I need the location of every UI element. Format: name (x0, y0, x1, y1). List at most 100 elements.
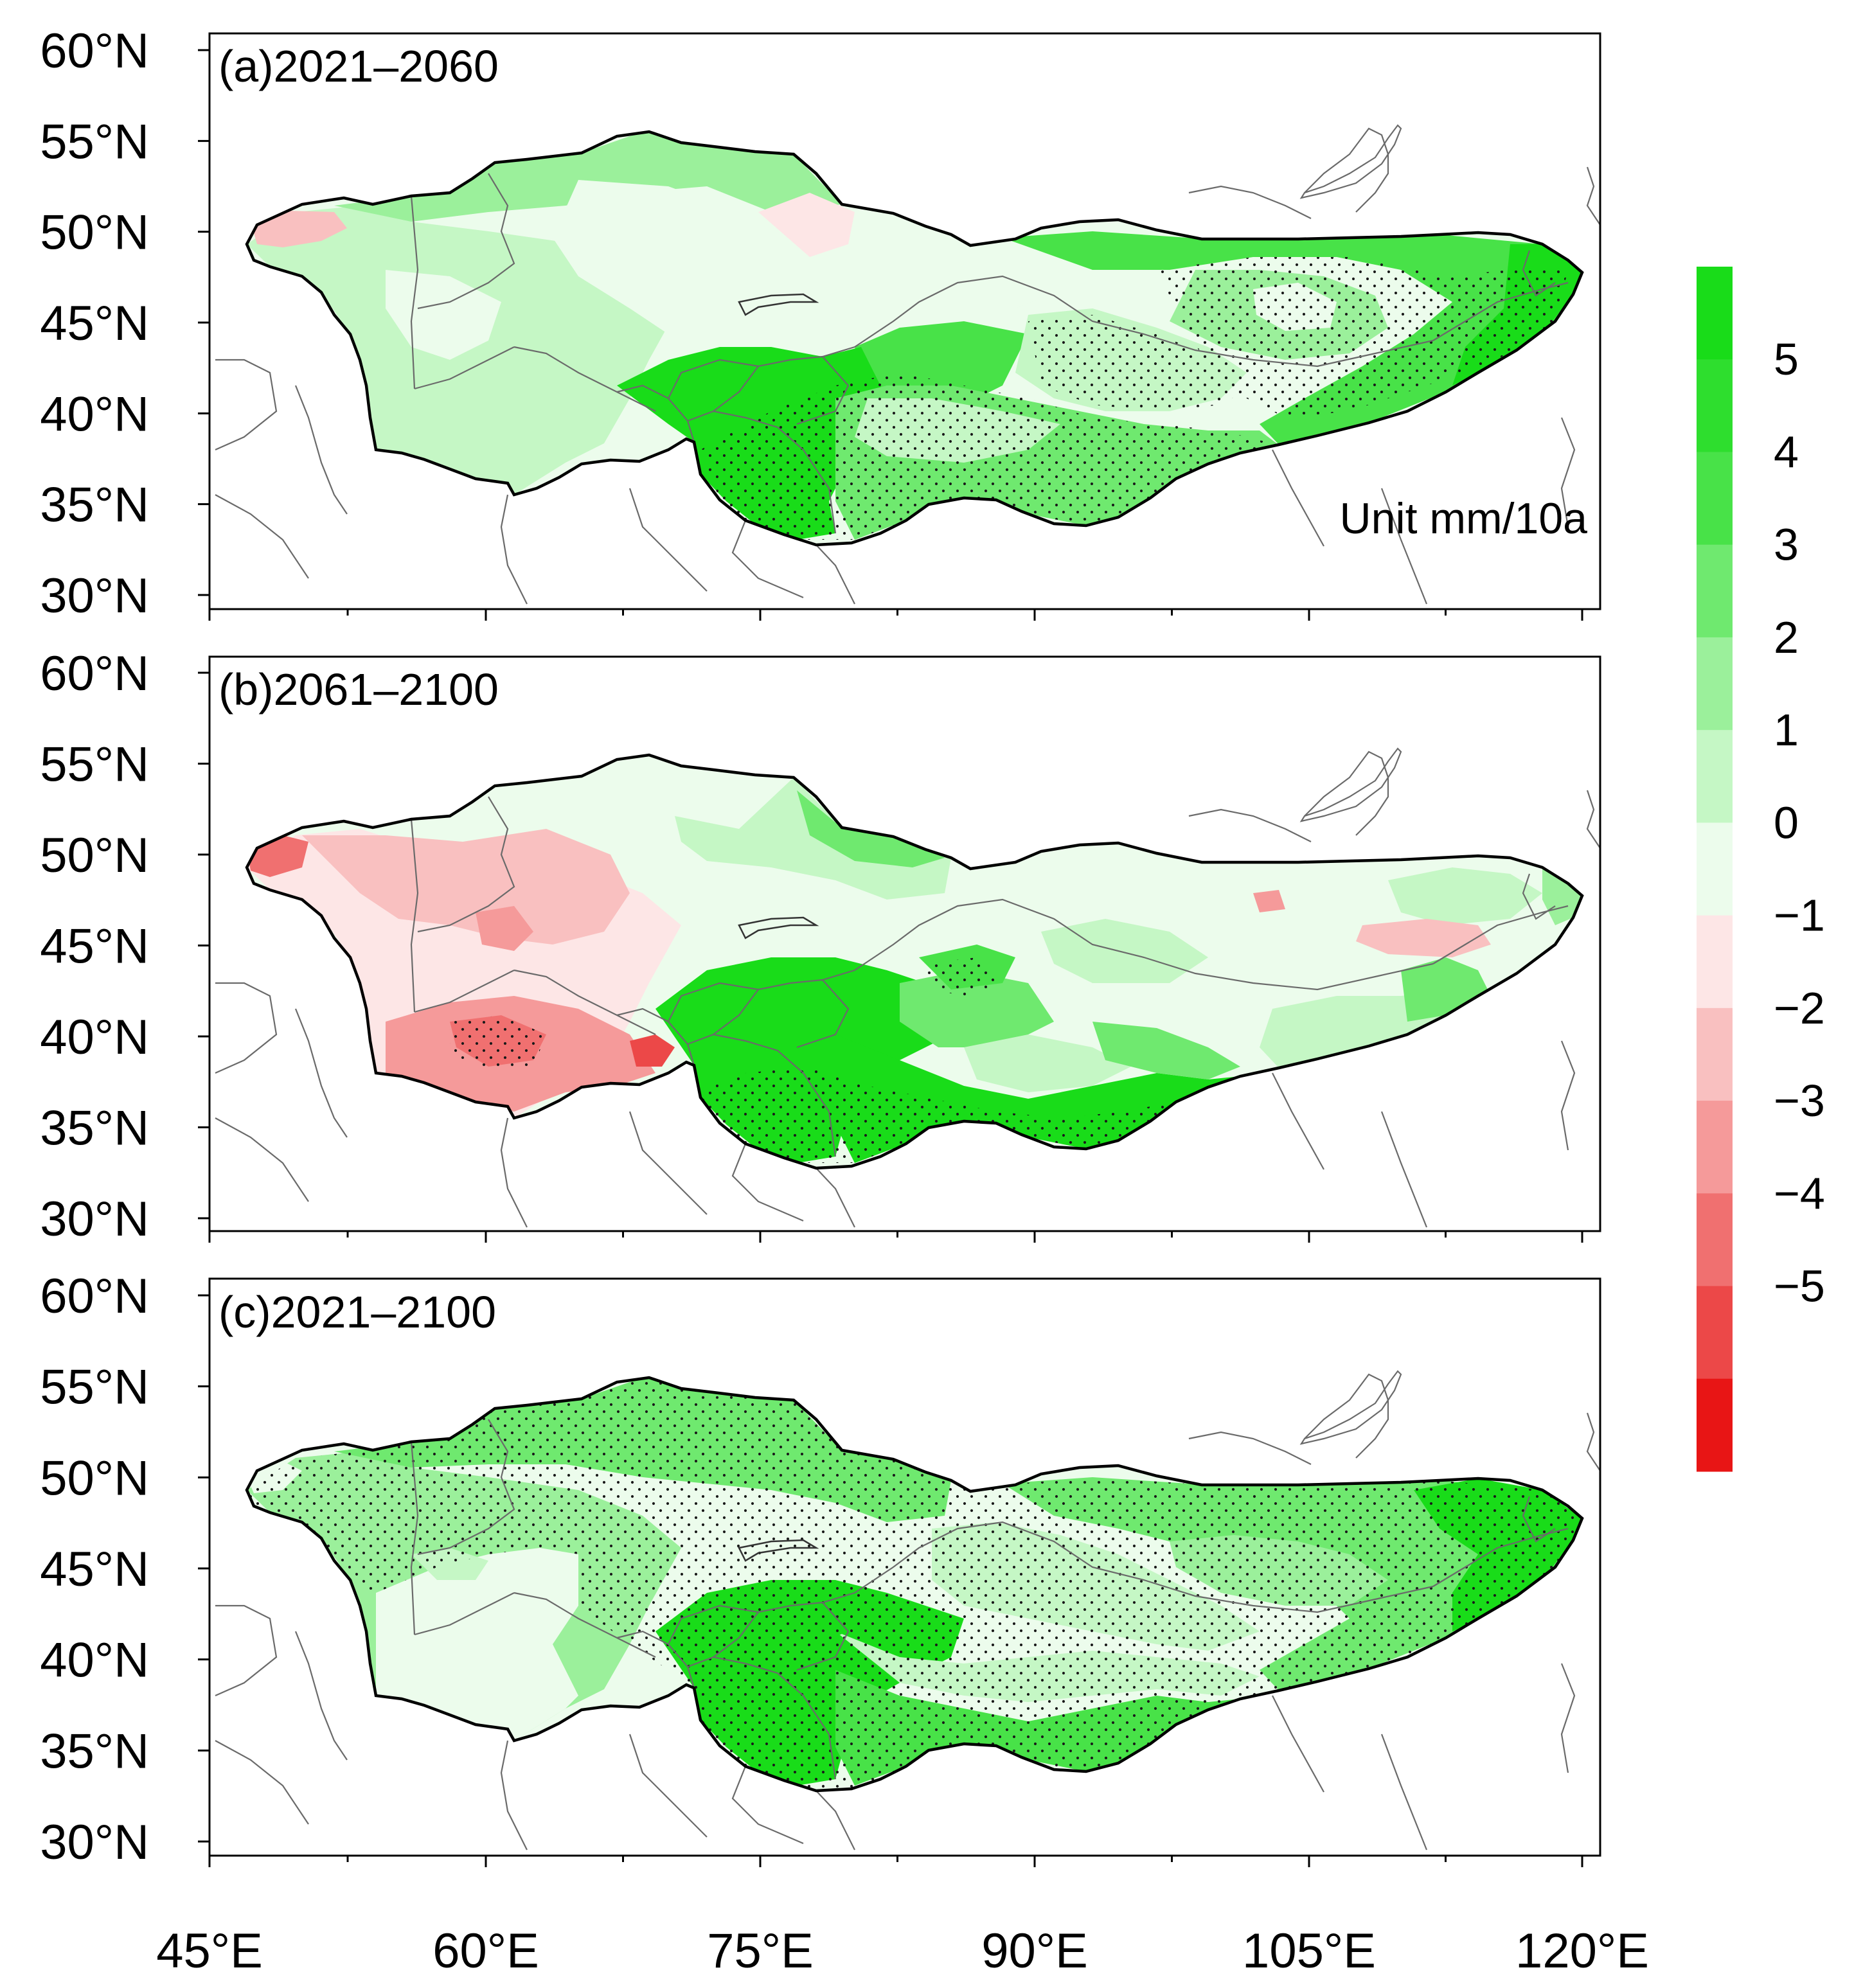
latitude-label: 35°N (40, 478, 149, 533)
country-border (1188, 808, 1312, 842)
country-border (796, 979, 850, 1049)
country-border (854, 898, 1434, 991)
country-border (1272, 1695, 1324, 1793)
country-border (687, 366, 759, 422)
contour-fill (251, 211, 347, 247)
latitude-labels: 60°N 55°N 50°N 45°N 40°N 35°N 30°N 60°N 55°N 50°N… (40, 24, 149, 1870)
map-panel-c (198, 1277, 1601, 1867)
longitude-label: 105°E (1242, 1924, 1376, 1978)
country-border (1188, 1431, 1312, 1465)
contour-fill (1388, 867, 1542, 925)
precipitation-trend-field (247, 1378, 1582, 1791)
country-border (816, 1167, 855, 1228)
country-border (854, 1521, 1434, 1613)
country-border (1304, 750, 1389, 836)
country-border (410, 819, 419, 1013)
country-border (1380, 1734, 1428, 1850)
lake-baikal-outline (1299, 124, 1402, 199)
country-border (513, 346, 656, 412)
colorbar-segment (1697, 730, 1733, 823)
latitude-label: 55°N (40, 738, 149, 792)
significance-stippling (1028, 315, 1253, 411)
latitude-label: 45°N (40, 296, 149, 351)
panel-title-b: (b)2061–2100 (218, 664, 499, 714)
contour-fill (334, 132, 842, 222)
country-border (1522, 1496, 1556, 1543)
country-border (816, 1790, 855, 1850)
significance-stippling (681, 1067, 1240, 1163)
colorbar-segment (1697, 1101, 1733, 1194)
contour-fill (1041, 919, 1208, 983)
latitude-label: 35°N (40, 1101, 149, 1156)
country-border (500, 1740, 528, 1850)
country-border (294, 1631, 348, 1761)
latitude-label: 30°N (40, 569, 149, 623)
colorbar-segment (1697, 1007, 1733, 1101)
country-border (1522, 873, 1556, 920)
country-border (1272, 449, 1324, 547)
country-border (1586, 1412, 1601, 1471)
contour-fill (1253, 890, 1285, 912)
panel-title-a: (a)2021–2060 (218, 41, 499, 91)
central-asia-outline (245, 1376, 1584, 1793)
country-border (410, 1441, 419, 1635)
latitude-label: 30°N (40, 1192, 149, 1247)
map-panel-b (198, 655, 1601, 1243)
country-border (713, 1656, 837, 1780)
lake-baikal-outline (1299, 747, 1402, 822)
latitude-label: 55°N (40, 114, 149, 169)
country-border (1304, 127, 1389, 213)
country-border (513, 1592, 656, 1658)
longitude-label: 120°E (1515, 1924, 1649, 1978)
country-border (796, 356, 850, 425)
latitude-label: 45°N (40, 919, 149, 974)
colorbar-label: −1 (1774, 891, 1825, 941)
colorbar-label: −4 (1774, 1168, 1825, 1218)
country-border (687, 1611, 759, 1668)
country-border (687, 989, 759, 1045)
country-border (628, 1111, 708, 1215)
country-border (628, 488, 708, 592)
precipitation-trend-field (247, 132, 1582, 545)
country-border (294, 385, 348, 515)
country-border (417, 173, 515, 310)
contour-fill (630, 1034, 675, 1067)
country-border (1432, 1527, 1569, 1587)
latitude-label: 45°N (40, 1542, 149, 1597)
colorbar-label: 4 (1774, 427, 1799, 477)
panel-title-c: (c)2021–2100 (218, 1287, 496, 1337)
latitude-label: 30°N (40, 1815, 149, 1870)
country-border (1432, 905, 1569, 964)
lake-balkhash-outline (738, 293, 819, 316)
map-frame (208, 655, 1601, 1232)
country-border (1586, 166, 1601, 226)
country-border (731, 1766, 804, 1845)
latitude-label: 40°N (40, 1010, 149, 1065)
contour-fill (758, 193, 855, 257)
contour-fill (675, 777, 951, 900)
contour-fill (476, 906, 533, 951)
colorbar-segment (1697, 452, 1733, 546)
significance-stippling (925, 957, 1003, 996)
precipitation-trend-field (247, 755, 1582, 1168)
latitude-label: 60°N (40, 1269, 149, 1324)
country-border (417, 796, 515, 933)
colorbar-label: 1 (1774, 705, 1799, 755)
significance-stippling (247, 1378, 1582, 1791)
contour-fill (334, 771, 668, 829)
country-border (854, 275, 1434, 368)
latitude-label: 50°N (40, 206, 149, 260)
country-border (417, 1419, 515, 1556)
country-border (1586, 790, 1601, 849)
significance-stippling (450, 1015, 546, 1070)
latitude-label: 35°N (40, 1724, 149, 1779)
country-border (1304, 1373, 1389, 1459)
contour-fill (964, 1034, 1131, 1092)
colorbar-segment (1697, 822, 1733, 916)
country-border (215, 1117, 309, 1202)
contour-fill (1356, 919, 1491, 957)
latitude-label: 60°N (40, 646, 149, 701)
country-border (816, 544, 855, 605)
colorbar-label: 2 (1774, 612, 1799, 662)
